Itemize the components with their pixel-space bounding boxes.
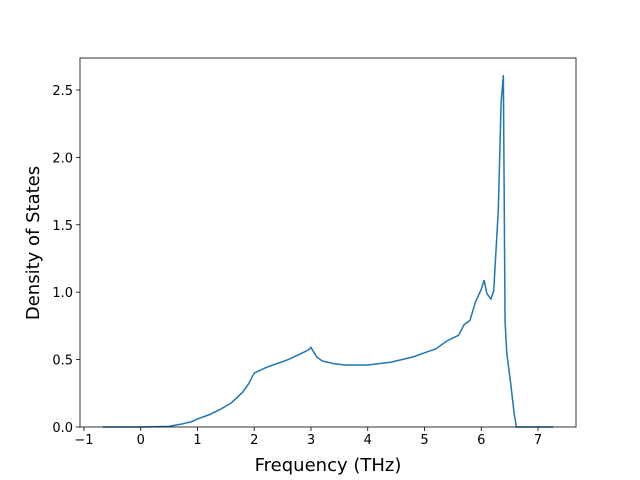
x-tick-label: −1 xyxy=(74,433,93,448)
y-tick-label: 1.5 xyxy=(52,219,73,234)
line xyxy=(102,75,554,428)
plot-frame xyxy=(79,57,577,428)
y-tick-label: 2.0 xyxy=(52,151,73,166)
x-tick-label: 3 xyxy=(307,433,315,448)
x-tick-label: 5 xyxy=(420,433,428,448)
x-tick-label: 6 xyxy=(477,433,485,448)
y-tick-label: 0.0 xyxy=(52,421,73,436)
y-tick-label: 0.5 xyxy=(52,354,73,369)
y-tick-label: 2.5 xyxy=(52,84,73,99)
x-tick-label: 7 xyxy=(534,433,542,448)
x-tick-label: 1 xyxy=(193,433,201,448)
x-tick-label: 4 xyxy=(364,433,372,448)
y-tick-label: 1.0 xyxy=(52,286,73,301)
x-axis-label: Frequency (THz) xyxy=(255,455,402,476)
y-axis-label: Density of States xyxy=(23,166,44,320)
x-tick-label: 2 xyxy=(250,433,258,448)
x-tick-label: 0 xyxy=(137,433,145,448)
